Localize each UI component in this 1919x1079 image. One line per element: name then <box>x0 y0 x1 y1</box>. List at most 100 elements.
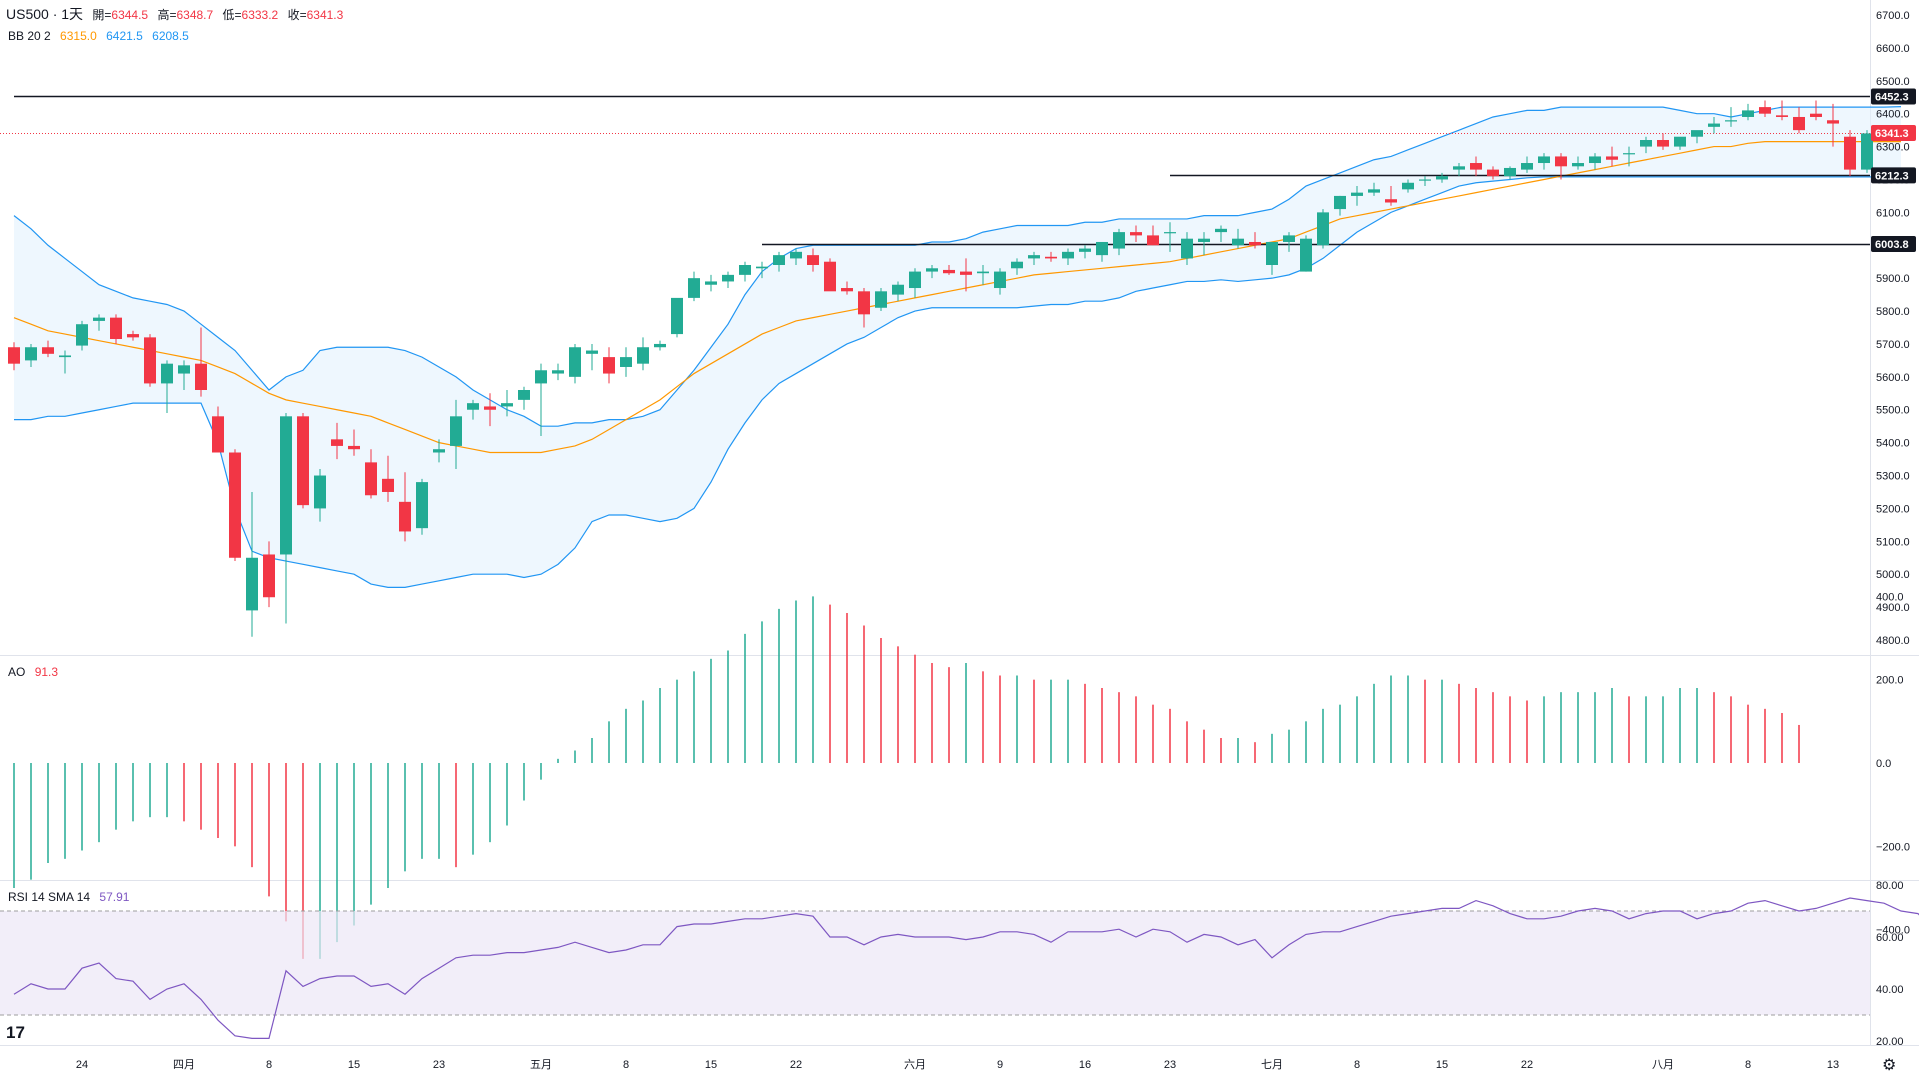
gear-icon[interactable]: ⚙ <box>1882 1057 1897 1074</box>
price-tick-label: 5300.0 <box>1876 471 1910 483</box>
bb-label: BB 20 2 <box>8 29 51 43</box>
tradingview-logo[interactable]: 17 <box>6 1023 25 1042</box>
time-tick-label: 五月 <box>530 1059 552 1071</box>
candle-body <box>1113 232 1125 249</box>
candle-body <box>1487 169 1499 177</box>
candle-body <box>1810 113 1822 117</box>
open-label: 開= <box>92 8 112 22</box>
symbol-title: US500 · 1天 <box>6 6 84 22</box>
candle-body <box>1385 199 1397 203</box>
time-tick-label: 15 <box>705 1059 717 1071</box>
candle-body <box>569 347 581 377</box>
candle-body <box>1725 120 1737 122</box>
candle-body <box>399 501 411 532</box>
time-tick-label: 16 <box>1079 1059 1091 1071</box>
candle-body <box>1708 123 1720 127</box>
candle-body <box>1691 130 1703 137</box>
candle-body <box>790 251 802 259</box>
candle-body <box>518 390 530 400</box>
candle-body <box>535 370 547 384</box>
candle-body <box>25 347 37 361</box>
close-label: 收= <box>287 8 307 22</box>
candle-body <box>212 416 224 453</box>
price-tick-label: 4800.0 <box>1876 635 1910 647</box>
candle-body <box>450 416 462 446</box>
candle-body <box>365 462 377 496</box>
time-tick-label: 四月 <box>173 1059 195 1071</box>
time-tick-label: 8 <box>266 1059 272 1071</box>
candle-body <box>42 347 54 354</box>
candle-body <box>1266 241 1278 265</box>
time-tick-label: 22 <box>1521 1059 1533 1071</box>
time-tick-label: 23 <box>1164 1059 1176 1071</box>
price-label-bg <box>1871 88 1916 105</box>
price-tick-label: 5100.0 <box>1876 536 1910 548</box>
ao-legend: AO 91.3 <box>8 664 64 680</box>
candle-body <box>93 317 105 321</box>
candle-body <box>909 271 921 289</box>
candle-body <box>76 324 88 346</box>
price-tick-label: 5600.0 <box>1876 372 1910 384</box>
candle-body <box>943 269 955 274</box>
time-tick-label: 9 <box>997 1059 1003 1071</box>
candle-body <box>1759 107 1771 114</box>
price-tick-label: 6300.0 <box>1876 142 1910 154</box>
ao-label: AO <box>8 665 26 679</box>
candle-body <box>246 557 258 611</box>
candle-body <box>892 284 904 295</box>
low-value: 6333.2 <box>241 8 279 22</box>
candle-body <box>161 363 173 384</box>
candle-body <box>841 288 853 292</box>
rsi-tick-label: 40.00 <box>1876 984 1904 996</box>
candle-body <box>1164 232 1176 234</box>
price-tick-label: 5200.0 <box>1876 503 1910 515</box>
candle-body <box>1215 228 1227 233</box>
candle-body <box>807 255 819 265</box>
candle-body <box>331 439 343 446</box>
candle-body <box>773 255 785 265</box>
time-tick-label: 8 <box>1745 1059 1751 1071</box>
candle-body <box>1572 163 1584 167</box>
candle-body <box>1521 163 1533 170</box>
candle-body <box>1249 241 1261 246</box>
candle-body <box>1402 182 1414 190</box>
candle-body <box>722 274 734 282</box>
candle-body <box>1045 256 1057 259</box>
bb-basis-value: 6315.0 <box>60 29 97 43</box>
candle-body <box>1130 232 1142 236</box>
candle-body <box>127 334 139 338</box>
candle-body <box>739 265 751 275</box>
candle-body <box>1453 166 1465 170</box>
candle-body <box>1317 212 1329 246</box>
price-tick-label: 5900.0 <box>1876 273 1910 285</box>
price-label: 6212.3 <box>1875 170 1909 182</box>
price-tick-label: 5500.0 <box>1876 405 1910 417</box>
candle-body <box>416 482 428 529</box>
price-tick-label: 6400.0 <box>1876 109 1910 121</box>
candle-body <box>280 416 292 555</box>
candle-body <box>1861 133 1873 170</box>
candle-body <box>229 452 241 558</box>
price-label: 6003.8 <box>1875 239 1909 251</box>
time-tick-label: 23 <box>433 1059 445 1071</box>
price-tick-label: 5800.0 <box>1876 306 1910 318</box>
price-tick-label: 5700.0 <box>1876 339 1910 351</box>
candle-body <box>263 554 275 598</box>
high-value: 6348.7 <box>176 8 214 22</box>
ao-tick-label: 400.0 <box>1876 591 1904 603</box>
bb-fill <box>14 106 1901 588</box>
candle-body <box>705 281 717 285</box>
candle-body <box>620 357 632 367</box>
symbol-legend: US500 · 1天 開=6344.5 高=6348.7 低=6333.2 收=… <box>6 6 349 23</box>
candle-body <box>1028 255 1040 259</box>
candle-body <box>1623 153 1635 155</box>
time-tick-label: 22 <box>790 1059 802 1071</box>
candle-body <box>1198 238 1210 242</box>
candle-body <box>1334 195 1346 210</box>
price-tick-label: 6500.0 <box>1876 76 1910 88</box>
bb-basis-line <box>13 141 1901 454</box>
candle-body <box>1011 261 1023 269</box>
candle-body <box>1368 189 1380 193</box>
candle-body <box>1232 238 1244 246</box>
